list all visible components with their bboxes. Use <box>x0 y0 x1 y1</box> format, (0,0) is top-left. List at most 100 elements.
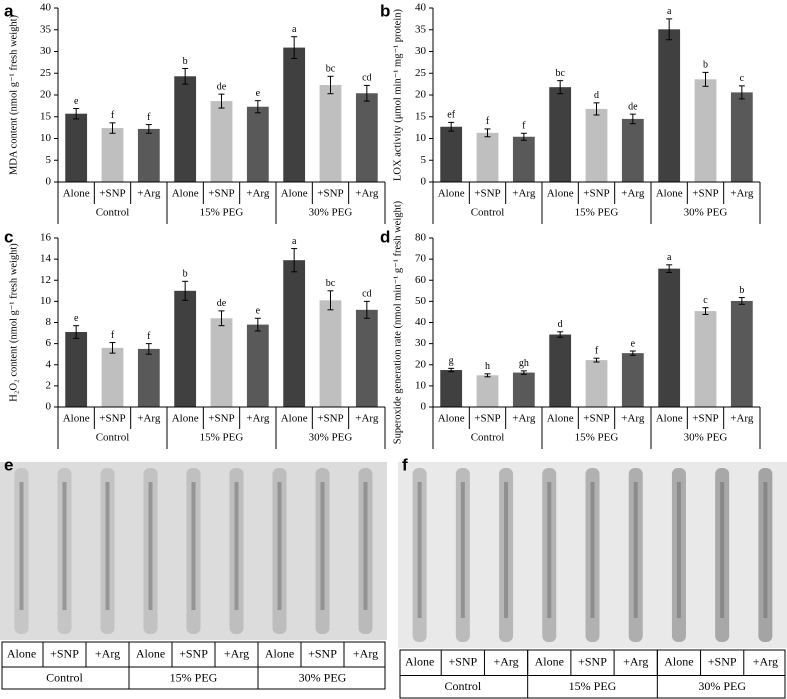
y-tick-label: 20 <box>40 89 52 101</box>
x-tick-label: +Arg <box>246 188 270 200</box>
bar <box>694 311 717 407</box>
x-tick-label: +Arg <box>137 188 161 200</box>
x-tick-label: +SNP <box>208 188 234 200</box>
leaf-vein <box>417 482 422 618</box>
treatment-label: Alone <box>664 655 693 669</box>
leaf-vein <box>720 482 725 618</box>
bar <box>174 76 197 182</box>
x-tick-label: Alone <box>63 188 90 200</box>
significance-letter: cd <box>362 73 371 84</box>
group-label: Control <box>96 207 130 219</box>
significance-letter: de <box>628 101 638 112</box>
significance-letter: de <box>217 298 227 309</box>
y-axis-label: Superoxide generation rate (nmol min⁻¹ g… <box>392 200 403 444</box>
treatment-label: Alone <box>535 655 564 669</box>
x-tick-label: +SNP <box>474 413 500 425</box>
y-tick-label: 14 <box>40 253 52 265</box>
y-tick-label: 5 <box>421 154 427 166</box>
significance-letter: f <box>486 116 490 127</box>
bar <box>658 268 681 407</box>
significance-letter: a <box>667 6 672 17</box>
y-tick-label: 40 <box>40 2 52 14</box>
leaf-vein <box>320 482 325 610</box>
bar <box>512 136 535 182</box>
y-tick-label: 25 <box>40 67 52 79</box>
group-label: Control <box>471 207 505 219</box>
y-tick-label: 15 <box>415 110 427 122</box>
y-tick-label: 60 <box>415 274 427 286</box>
y-tick-label: 0 <box>46 176 52 188</box>
treatment-label: +SNP <box>448 655 477 669</box>
y-tick-label: 80 <box>415 232 427 244</box>
significance-letter: d <box>594 90 599 101</box>
treatment-label: Alone <box>7 646 36 660</box>
leaf-vein <box>148 482 153 610</box>
bar <box>65 332 88 407</box>
x-tick-label: +SNP <box>474 188 500 200</box>
y-tick-label: 20 <box>415 358 427 370</box>
panel-label: e <box>4 455 13 474</box>
x-tick-label: +Arg <box>512 188 536 200</box>
group-label: 15% PEG <box>569 679 617 693</box>
significance-letter: f <box>147 331 151 342</box>
leaf-vein <box>504 482 509 618</box>
significance-letter: bc <box>555 68 565 79</box>
panel-label: d <box>380 227 390 246</box>
group-label: 30% PEG <box>309 207 353 219</box>
x-tick-label: Alone <box>172 188 199 200</box>
y-tick-label: 8 <box>46 316 52 328</box>
y-tick-label: 16 <box>40 232 52 244</box>
bar <box>101 347 124 407</box>
treatment-label: +Arg <box>623 655 648 669</box>
significance-letter: c <box>740 73 745 84</box>
treatment-label: Alone <box>136 646 165 660</box>
x-tick-label: +SNP <box>317 188 343 200</box>
leaf-vein <box>234 482 239 610</box>
significance-letter: gh <box>519 358 529 369</box>
treatment-label: Alone <box>405 655 434 669</box>
treatment-label: +Arg <box>353 646 378 660</box>
y-tick-label: 35 <box>415 23 427 35</box>
bar <box>512 372 535 407</box>
y-tick-label: 10 <box>415 132 427 144</box>
treatment-label: +SNP <box>308 646 337 660</box>
y-tick-label: 70 <box>415 253 427 265</box>
x-tick-label: +Arg <box>621 413 645 425</box>
leaf-vein <box>763 482 768 618</box>
y-tick-label: 15 <box>40 110 52 122</box>
x-tick-label: Alone <box>547 188 574 200</box>
significance-letter: e <box>74 313 79 324</box>
x-tick-label: +Arg <box>730 188 754 200</box>
y-tick-label: 4 <box>46 358 52 370</box>
y-axis-label: H₂O₂ content (nmol g⁻¹ fresh weight) <box>8 243 19 402</box>
leaf-vein <box>676 482 681 618</box>
bar <box>283 260 306 407</box>
significance-letter: e <box>74 96 79 107</box>
y-tick-label: 25 <box>415 67 427 79</box>
x-tick-label: +SNP <box>317 413 343 425</box>
significance-letter: c <box>703 295 708 306</box>
bar <box>65 113 88 182</box>
bar <box>137 348 160 407</box>
bar <box>210 101 233 182</box>
y-tick-label: 0 <box>421 176 427 188</box>
x-tick-label: +Arg <box>246 413 270 425</box>
y-axis-label: LOX activity (μmol min⁻¹ mg⁻¹ protein) <box>392 8 403 181</box>
x-tick-label: Alone <box>281 188 308 200</box>
group-label: 15% PEG <box>575 207 619 219</box>
y-tick-label: 30 <box>415 337 427 349</box>
bar <box>283 47 306 183</box>
group-label: Control <box>96 432 130 444</box>
x-tick-label: +SNP <box>583 413 609 425</box>
group-label: Control <box>471 432 505 444</box>
bar <box>246 106 269 182</box>
group-label: 30% PEG <box>684 432 728 444</box>
treatment-label: +SNP <box>179 646 208 660</box>
bar <box>440 370 463 407</box>
group-label: 15% PEG <box>170 670 218 684</box>
y-tick-label: 40 <box>415 316 427 328</box>
group-label: Control <box>46 670 83 684</box>
bar <box>476 375 499 407</box>
significance-letter: ef <box>447 110 455 121</box>
bar <box>210 318 233 407</box>
